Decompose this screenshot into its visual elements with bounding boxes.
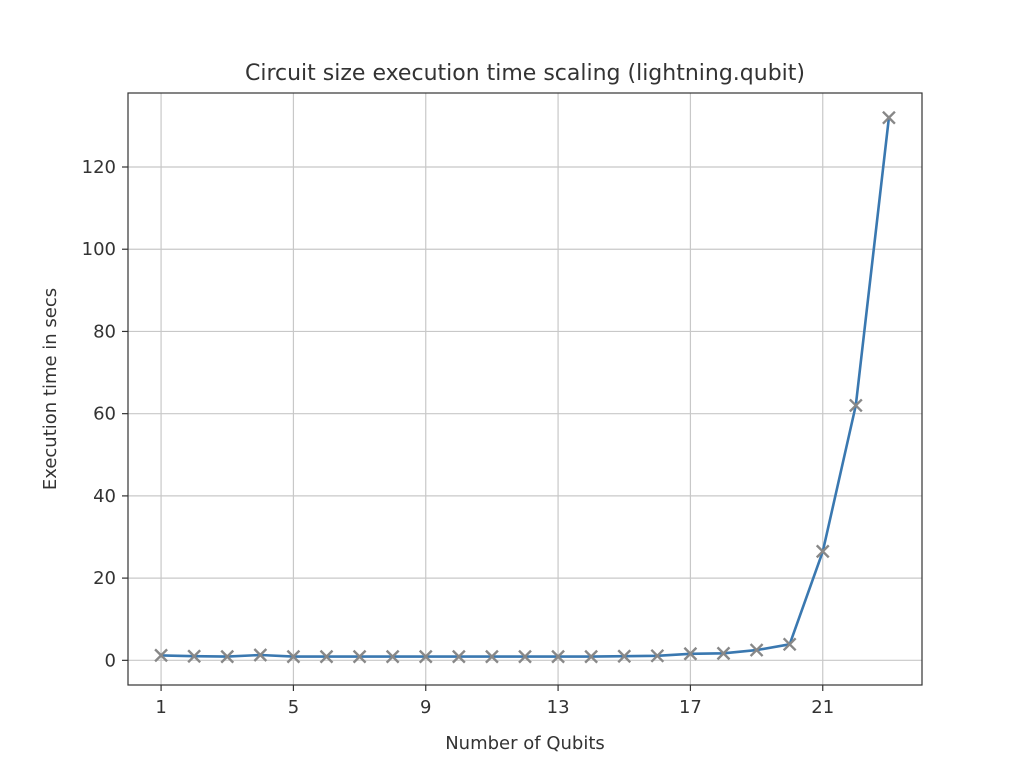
data-point-marker xyxy=(716,646,731,661)
data-point-marker xyxy=(617,649,632,664)
data-point-marker xyxy=(683,646,698,661)
y-tick-label: 20 xyxy=(93,568,116,589)
data-point-marker xyxy=(220,649,235,664)
grid xyxy=(128,93,922,685)
data-point-marker xyxy=(385,649,400,664)
data-point-marker xyxy=(782,637,797,652)
x-tick-label: 1 xyxy=(155,697,166,718)
y-axis-label: Execution time in secs xyxy=(40,288,61,490)
data-point-marker xyxy=(518,649,532,664)
x-axis-ticks: 1 5 9 13 17 21 xyxy=(155,685,834,718)
data-point-marker xyxy=(551,649,565,664)
y-tick-label: 0 xyxy=(105,650,116,671)
y-tick-label: 120 xyxy=(82,157,116,178)
data-point-marker xyxy=(418,649,433,664)
y-axis-ticks: 0 20 40 60 80 100 120 xyxy=(82,157,128,671)
y-tick-label: 80 xyxy=(93,321,116,342)
x-tick-label: 13 xyxy=(547,697,570,718)
data-point-marker xyxy=(882,110,896,125)
x-tick-label: 17 xyxy=(679,697,702,718)
data-point-marker xyxy=(319,649,334,664)
y-tick-label: 40 xyxy=(93,486,116,507)
plot-frame xyxy=(127,92,923,686)
data-point-marker xyxy=(485,649,499,664)
series-markers xyxy=(154,110,896,664)
x-tick-label: 5 xyxy=(288,697,299,718)
data-point-marker xyxy=(749,643,764,657)
x-tick-label: 21 xyxy=(811,697,834,718)
chart-title: Circuit size execution time scaling (lig… xyxy=(245,61,805,86)
data-point-marker xyxy=(352,649,367,664)
data-point-marker xyxy=(286,649,301,664)
data-point-marker xyxy=(154,648,168,663)
y-tick-label: 100 xyxy=(82,239,116,260)
data-point-marker xyxy=(584,649,599,664)
data-point-marker xyxy=(848,398,863,413)
x-tick-label: 9 xyxy=(420,697,431,718)
data-point-marker xyxy=(815,544,830,559)
data-point-marker xyxy=(253,648,268,662)
x-axis-label: Number of Qubits xyxy=(445,733,605,754)
y-tick-label: 60 xyxy=(93,404,116,425)
data-point-marker xyxy=(451,649,466,664)
data-point-marker xyxy=(650,648,665,663)
data-point-marker xyxy=(187,649,202,664)
